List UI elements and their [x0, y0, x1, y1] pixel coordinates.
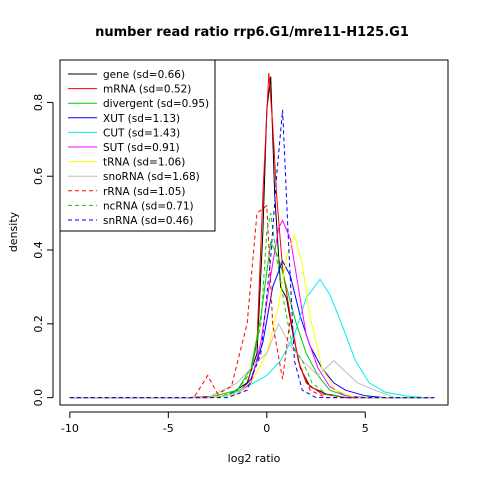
legend-label-8: rRNA (sd=1.05) [103, 186, 186, 198]
legend-label-7: snoRNA (sd=1.68) [103, 171, 200, 183]
legend-label-0: gene (sd=0.66) [103, 69, 185, 81]
legend: gene (sd=0.66) mRNA (sd=0.52) divergent (s… [59, 59, 216, 232]
series-line-2 [69, 240, 435, 399]
series-line-5 [69, 219, 435, 399]
y-tick-label: 0.0 [32, 389, 45, 407]
y-axis: 0.0 0.2 0.4 0.6 0.8 [32, 94, 54, 407]
chart-title: number read ratio rrp6.G1/mre11-H125.G1 [95, 25, 409, 40]
legend-label-6: tRNA (sd=1.06) [103, 157, 185, 169]
x-tick-label: 0 [263, 422, 270, 435]
legend-label-9: ncRNA (sd=0.71) [103, 200, 194, 212]
series-line-6 [69, 233, 435, 399]
y-tick-label: 0.8 [32, 94, 45, 112]
x-axis: -10 -5 0 5 [61, 411, 369, 435]
series-line-3 [69, 259, 435, 399]
legend-label-4: CUT (sd=1.43) [103, 127, 180, 139]
series-layer [69, 72, 435, 399]
legend-label-3: XUT (sd=1.13) [103, 113, 180, 125]
y-axis-label: density [7, 211, 20, 252]
y-tick-label: 0.2 [32, 315, 45, 333]
series-line-10 [69, 109, 435, 399]
legend-label-2: divergent (sd=0.95) [103, 98, 209, 110]
x-tick-label: -5 [163, 422, 174, 435]
series-line-8 [69, 204, 435, 399]
x-tick-label: 5 [362, 422, 369, 435]
plot-frame [59, 59, 449, 406]
legend-label-1: mRNA (sd=0.52) [103, 84, 191, 96]
y-tick-label: 0.4 [32, 241, 45, 259]
y-tick-label: 0.6 [32, 167, 45, 185]
series-line-4 [69, 278, 435, 399]
series-line-9 [69, 212, 435, 399]
x-axis-label: log2 ratio [228, 452, 281, 465]
legend-label-5: SUT (sd=0.91) [103, 142, 180, 154]
legend-label-10: snRNA (sd=0.46) [103, 215, 193, 227]
x-tick-label: -10 [61, 422, 79, 435]
